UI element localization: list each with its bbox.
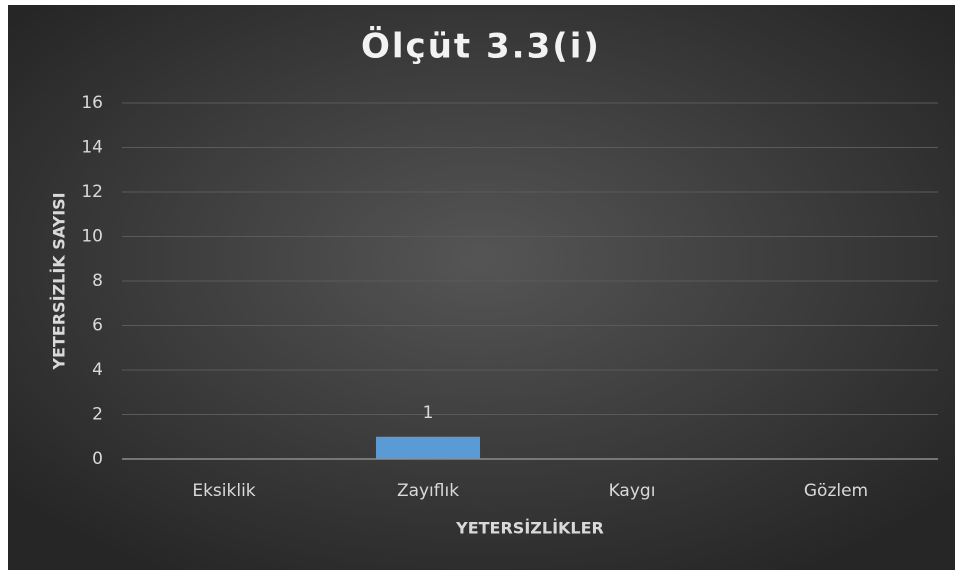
y-tick-label: 0: [92, 449, 103, 469]
x-tick-label: Zayıflık: [397, 481, 459, 501]
chart-background: [8, 5, 955, 570]
y-axis-title: YETERSİZLİK SAYISI: [50, 192, 69, 370]
y-tick-label: 4: [92, 360, 103, 380]
x-tick-label: Eksiklik: [192, 481, 255, 501]
data-label: 1: [423, 403, 434, 423]
bar: [375, 436, 481, 459]
y-tick-label: 10: [81, 227, 103, 247]
x-axis-title: YETERSİZLİKLER: [455, 519, 604, 538]
x-tick-label: Gözlem: [804, 481, 868, 501]
chart-title: Ölçüt 3.3(i): [361, 26, 601, 67]
y-tick-label: 8: [92, 271, 103, 291]
y-tick-label: 2: [92, 405, 103, 425]
y-tick-label: 14: [81, 138, 103, 158]
y-tick-label: 12: [81, 182, 103, 202]
x-tick-label: Kaygı: [609, 481, 656, 501]
y-tick-label: 16: [81, 93, 103, 113]
y-tick-label: 6: [92, 316, 103, 336]
